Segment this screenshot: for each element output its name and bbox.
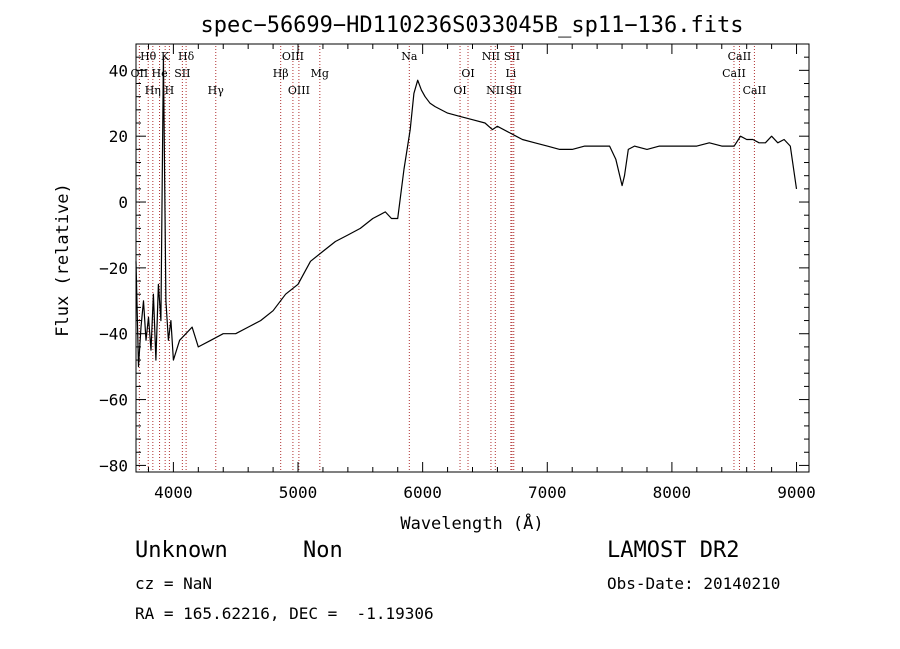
y-axis-label: Flux (relative): [53, 183, 73, 337]
x-tick-label: 6000: [403, 483, 442, 502]
y-tick-label: 20: [109, 127, 128, 146]
coordinates: RA = 165.62216, DEC = -1.19306: [135, 604, 434, 623]
cz-value: cz = NaN: [135, 574, 213, 593]
spectrum-series: [135, 56, 798, 368]
spectral-line-label: Hθ: [140, 50, 157, 63]
spectral-line-label: Hγ: [208, 84, 225, 97]
spectrum-line: [135, 56, 798, 368]
spectral-line-label: Hβ: [273, 67, 289, 80]
x-tick-label: 7000: [528, 483, 567, 502]
spectral-line-label: Mg: [311, 67, 329, 80]
axis-ticks: 4000 5000 6000 7000 8000 9000 −80 −60 −40 −20 0 20 4…: [99, 44, 816, 502]
spectral-line-label: SII: [506, 84, 522, 97]
spectral-line-label: Li: [505, 67, 516, 80]
survey-name: LAMOST DR2: [607, 538, 740, 563]
y-tick-label: −80: [99, 456, 128, 475]
plot-frame: [135, 43, 810, 473]
spectral-line-label: CaII: [722, 67, 746, 80]
spectral-line-label: SII: [174, 67, 190, 80]
spectral-line-label: OII: [131, 67, 149, 80]
x-tick-label: 8000: [653, 483, 692, 502]
spectral-line-label: K: [161, 50, 170, 63]
y-tick-label: −20: [99, 259, 128, 278]
spectral-line-label: SII: [504, 50, 520, 63]
spectral-line-label: Na: [401, 50, 418, 63]
spectral-line-label: OIII: [282, 50, 304, 63]
spectral-line-label: OI: [461, 67, 474, 80]
y-tick-label: 40: [109, 61, 128, 80]
spectral-line-label: CaII: [728, 50, 752, 63]
x-tick-label: 4000: [154, 483, 193, 502]
spectral-line-label: He: [152, 67, 168, 80]
x-tick-label: 5000: [279, 483, 318, 502]
x-axis-label: Wavelength (Å): [400, 512, 543, 534]
spectral-line-label: NII: [486, 84, 504, 97]
object-class: Unknown: [135, 538, 228, 563]
obs-date: Obs-Date: 20140210: [607, 574, 781, 593]
spectral-line-label: Hδ: [178, 50, 195, 63]
spectral-line-label: CaII: [743, 84, 767, 97]
chart-title: spec−56699−HD110236S033045B_sp11−136.fit…: [200, 13, 743, 38]
spectral-line-label: NII: [482, 50, 500, 63]
object-subclass: Non: [303, 538, 343, 563]
y-tick-label: 0: [118, 193, 128, 212]
x-tick-label: 9000: [777, 483, 816, 502]
y-tick-label: −40: [99, 325, 128, 344]
spectral-line-label: OIII: [288, 84, 310, 97]
spectral-line-label: Hη: [145, 84, 161, 97]
spectral-line-label: OI: [453, 84, 466, 97]
spectral-line-label: H: [165, 84, 175, 97]
y-tick-label: −60: [99, 391, 128, 410]
